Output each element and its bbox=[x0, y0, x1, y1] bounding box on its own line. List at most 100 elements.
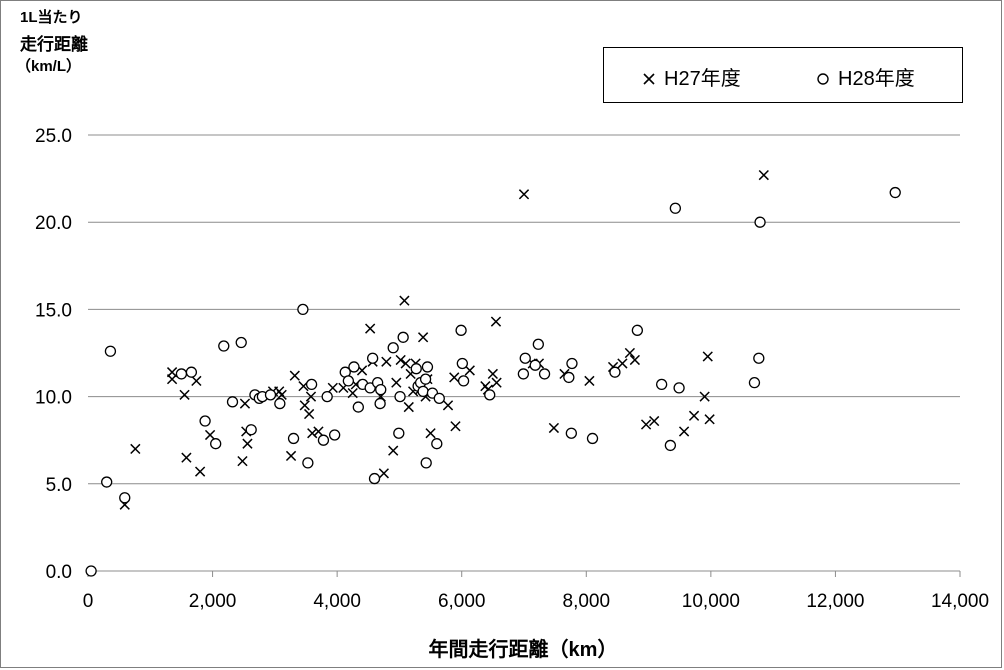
data-point-cross bbox=[629, 354, 640, 366]
data-point-circle bbox=[119, 492, 131, 504]
legend-item-h27: H27年度 bbox=[642, 62, 741, 91]
data-point-circle bbox=[352, 401, 364, 413]
data-point-cross bbox=[490, 316, 502, 327]
data-point-cross bbox=[305, 391, 317, 402]
data-point-circle bbox=[889, 186, 901, 199]
data-point-circle bbox=[329, 429, 341, 441]
data-point-cross bbox=[442, 400, 454, 411]
data-point-cross bbox=[425, 428, 436, 439]
data-point-circle bbox=[368, 472, 381, 485]
data-point-cross bbox=[518, 189, 530, 200]
data-point-circle bbox=[410, 363, 422, 375]
data-point-circle bbox=[397, 331, 409, 343]
y-tick-label: 15.0 bbox=[35, 300, 72, 321]
legend-label-h28: H28年度 bbox=[838, 68, 915, 90]
data-point-circle bbox=[175, 368, 188, 380]
data-point-circle bbox=[664, 439, 677, 452]
data-point-cross bbox=[179, 389, 190, 400]
data-point-circle bbox=[417, 385, 429, 398]
data-point-cross bbox=[395, 354, 406, 366]
legend-label-h27: H27年度 bbox=[664, 68, 741, 90]
x-tick-label: 10,000 bbox=[682, 591, 740, 612]
data-point-cross bbox=[450, 421, 461, 432]
data-point-cross bbox=[399, 295, 410, 306]
data-point-circle bbox=[104, 345, 117, 357]
y-tick-label: 25.0 bbox=[35, 126, 72, 147]
y-tick-label: 0.0 bbox=[46, 562, 72, 583]
data-point-circle bbox=[538, 368, 551, 380]
data-point-cross bbox=[640, 419, 652, 430]
data-point-cross bbox=[381, 356, 392, 367]
data-point-circle bbox=[85, 565, 97, 577]
data-point-circle bbox=[566, 357, 578, 370]
data-point-circle bbox=[185, 366, 198, 378]
data-point-circle bbox=[565, 427, 577, 439]
x-tick-label: 2,000 bbox=[189, 591, 237, 612]
x-tick-label: 14,000 bbox=[931, 591, 989, 612]
legend: H27年度 H28年度 bbox=[603, 47, 963, 103]
data-point-cross bbox=[617, 358, 628, 369]
data-point-circle bbox=[484, 389, 496, 401]
data-point-cross bbox=[242, 438, 253, 449]
data-point-circle bbox=[317, 434, 330, 446]
data-point-cross bbox=[181, 452, 192, 463]
data-point-cross bbox=[303, 408, 315, 420]
axes bbox=[87, 570, 961, 577]
data-point-cross bbox=[204, 429, 216, 441]
data-point-circle bbox=[457, 375, 470, 387]
data-point-cross bbox=[237, 455, 248, 467]
data-point-cross bbox=[678, 426, 690, 437]
data-point-circle bbox=[529, 359, 541, 371]
circle-marker-icon bbox=[816, 68, 832, 91]
data-point-circle bbox=[753, 352, 765, 364]
series-h27 bbox=[119, 169, 769, 510]
data-point-cross bbox=[327, 382, 338, 394]
data-point-circle bbox=[563, 371, 575, 384]
data-point-circle bbox=[456, 357, 468, 370]
data-point-circle bbox=[287, 432, 300, 445]
data-point-circle bbox=[532, 338, 544, 350]
data-point-circle bbox=[305, 378, 318, 391]
data-point-cross bbox=[191, 375, 202, 387]
data-point-circle bbox=[419, 373, 432, 385]
data-point-cross bbox=[491, 377, 502, 388]
data-point-cross bbox=[130, 443, 141, 455]
data-point-circle bbox=[393, 427, 405, 439]
data-point-cross bbox=[400, 358, 411, 369]
data-point-circle bbox=[374, 397, 386, 410]
data-point-circle bbox=[517, 368, 530, 380]
data-point-circle bbox=[274, 397, 286, 410]
data-point-circle bbox=[586, 432, 599, 445]
data-point-cross bbox=[403, 401, 414, 413]
data-point-circle bbox=[245, 424, 257, 436]
data-point-cross bbox=[758, 169, 769, 181]
data-point-circle bbox=[431, 438, 443, 450]
data-point-circle bbox=[226, 396, 239, 408]
data-point-cross bbox=[649, 415, 660, 427]
data-point-cross bbox=[417, 332, 429, 343]
y-axis-label-line-3: （km/L） bbox=[16, 58, 82, 75]
data-point-circle bbox=[264, 389, 277, 401]
data-point-circle bbox=[218, 340, 230, 352]
data-point-cross bbox=[276, 389, 287, 400]
y-axis-label-line-1: 1L当たり bbox=[20, 9, 83, 26]
data-point-circle bbox=[754, 216, 766, 228]
x-axis-label: 年間走行距離（km） bbox=[429, 637, 618, 661]
data-point-circle bbox=[366, 352, 379, 364]
data-point-cross bbox=[239, 398, 251, 409]
data-point-circle bbox=[387, 342, 399, 354]
data-point-cross bbox=[584, 375, 595, 387]
data-point-circle bbox=[348, 361, 360, 373]
data-point-cross bbox=[688, 410, 700, 421]
data-point-circle bbox=[321, 390, 333, 403]
data-point-circle bbox=[656, 378, 668, 391]
data-point-circle bbox=[364, 382, 376, 394]
data-point-cross bbox=[307, 428, 318, 439]
data-point-circle bbox=[748, 376, 761, 389]
x-tick-label: 0 bbox=[83, 591, 94, 612]
y-tick-label: 20.0 bbox=[35, 213, 72, 234]
data-point-cross bbox=[391, 377, 402, 388]
data-point-circle bbox=[101, 476, 113, 488]
data-point-circle bbox=[235, 336, 247, 349]
